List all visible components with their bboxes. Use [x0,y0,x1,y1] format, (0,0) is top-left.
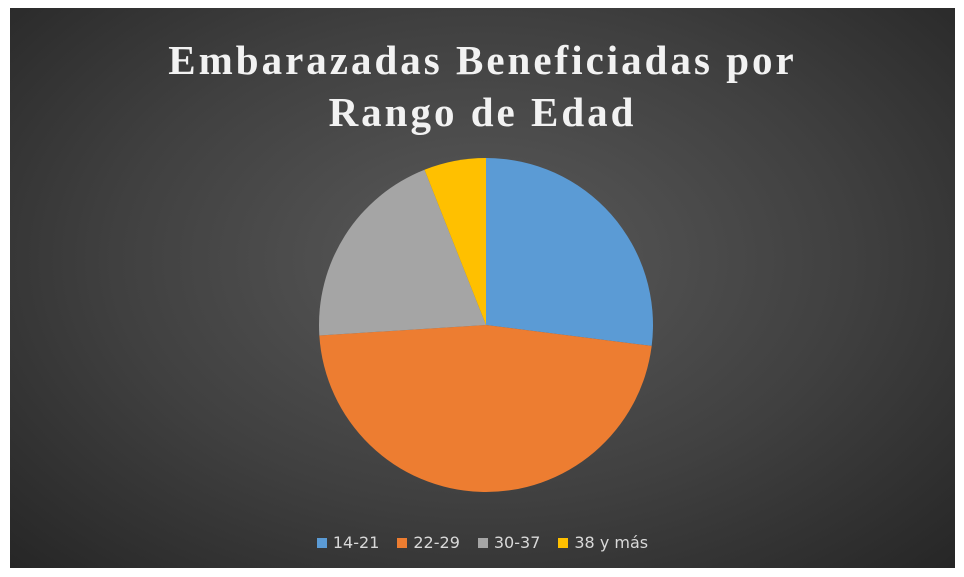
pie-slice [486,158,653,346]
legend-item: 38 y más [558,533,648,552]
chart-title: Embarazadas Beneficiadas por Rango de Ed… [168,37,797,135]
legend-label: 14-21 [332,533,380,552]
legend-item: 22-29 [397,533,460,552]
legend: 14-21 22-29 30-37 38 y más [10,533,955,552]
chart: Embarazadas Beneficiadas por Rango de Ed… [10,8,955,568]
pie-slice [424,158,486,325]
legend-swatch [397,537,408,548]
legend-swatch [558,537,569,548]
legend-swatch [316,537,327,548]
legend-swatch [477,537,488,548]
pie-slice [319,325,652,493]
pie-area [319,158,653,493]
legend-label: 30-37 [493,533,541,552]
pie-slice [319,169,486,336]
legend-item: 14-21 [316,533,380,552]
legend-label: 38 y más [574,533,649,552]
legend-label: 22-29 [413,533,460,552]
legend-item: 30-37 [477,533,541,552]
